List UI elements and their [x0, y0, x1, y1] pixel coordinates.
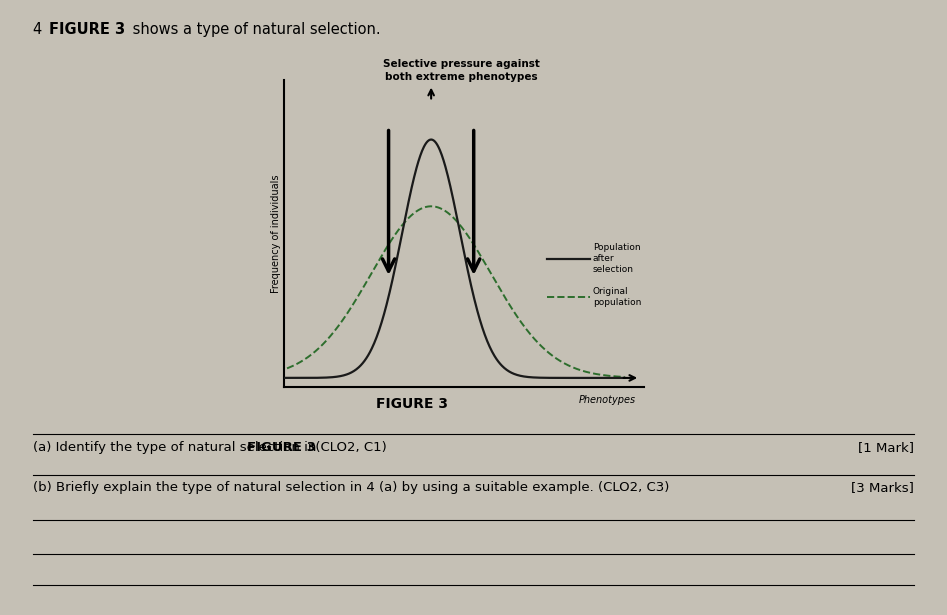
Text: FIGURE 3: FIGURE 3 [376, 397, 448, 411]
Text: 4: 4 [33, 22, 52, 36]
Text: . (CLO2, C1): . (CLO2, C1) [307, 441, 386, 454]
Text: (a) Identify the type of natural selection in: (a) Identify the type of natural selecti… [33, 441, 321, 454]
Text: Selective pressure against
both extreme phenotypes: Selective pressure against both extreme … [383, 59, 540, 82]
Text: FIGURE 3: FIGURE 3 [247, 441, 316, 454]
Text: [1 Mark]: [1 Mark] [858, 441, 914, 454]
Text: FIGURE 3: FIGURE 3 [49, 22, 125, 36]
Text: [3 Marks]: [3 Marks] [851, 481, 914, 494]
Text: Original
population: Original population [593, 287, 641, 307]
Text: shows a type of natural selection.: shows a type of natural selection. [128, 22, 381, 36]
Y-axis label: Frequency of individuals: Frequency of individuals [272, 175, 281, 293]
Text: Population
after
selection: Population after selection [593, 243, 640, 274]
Text: (b) Briefly explain the type of natural selection in 4 (a) by using a suitable e: (b) Briefly explain the type of natural … [33, 481, 670, 494]
Text: Phenotypes: Phenotypes [580, 395, 636, 405]
